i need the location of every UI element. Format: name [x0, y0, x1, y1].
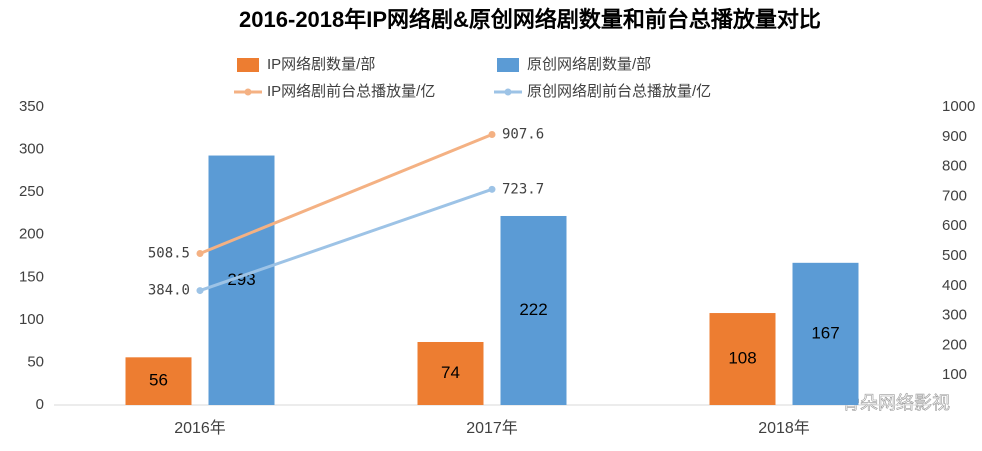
bar	[792, 262, 859, 405]
y2-tick-label: 700	[942, 187, 967, 204]
y-tick-label: 100	[19, 311, 44, 328]
legend-label: IP网络剧数量/部	[267, 56, 375, 73]
y2-tick-label: 500	[942, 247, 967, 264]
x-tick-label: 2016年	[174, 419, 226, 437]
y-tick-label: 250	[19, 183, 44, 200]
line-marker	[488, 131, 496, 139]
line-value-label: 384.0	[148, 283, 190, 299]
y2-tick-label: 100	[942, 366, 967, 383]
y2-tick-label: 400	[942, 277, 967, 294]
bar	[208, 155, 275, 405]
legend-label: 原创网络剧数量/部	[527, 56, 651, 73]
legend-label: IP网络剧前台总播放量/亿	[267, 83, 435, 100]
line	[199, 187, 493, 292]
line-marker	[488, 185, 496, 193]
bar-value-label: 74	[441, 363, 460, 382]
line-value-label: 508.5	[148, 245, 190, 261]
y-tick-label: 200	[19, 226, 44, 243]
line-marker	[196, 249, 204, 257]
chart-title: 2016-2018年IP网络剧&原创网络剧数量和前台总播放量对比	[239, 7, 821, 32]
legend-marker	[504, 88, 512, 96]
bar-value-label: 108	[728, 349, 756, 368]
bar-value-label: 56	[149, 371, 168, 390]
y-tick-label: 150	[19, 268, 44, 285]
legend-swatch	[497, 58, 519, 72]
line	[199, 133, 493, 255]
line-value-label: 907.6	[502, 127, 544, 143]
y-tick-label: 50	[27, 353, 44, 370]
bar	[709, 313, 776, 405]
bar	[125, 357, 192, 405]
legend-swatch	[237, 58, 259, 72]
legend-label: 原创网络剧前台总播放量/亿	[527, 83, 711, 100]
x-tick-label: 2018年	[758, 419, 810, 437]
y2-tick-label: 900	[942, 128, 967, 145]
watermark: 骨朵网络影视	[842, 393, 950, 413]
legend-marker	[244, 88, 252, 96]
line-value-label: 723.7	[502, 181, 544, 197]
bar-value-label: 167	[811, 323, 839, 342]
y2-tick-label: 600	[942, 217, 967, 234]
x-tick-label: 2017年	[466, 419, 518, 437]
y2-tick-label: 300	[942, 307, 967, 324]
bar	[500, 215, 567, 405]
bar-value-label: 222	[519, 300, 547, 319]
y2-tick-label: 200	[942, 336, 967, 353]
y-tick-label: 300	[19, 141, 44, 158]
y-tick-label: 350	[19, 98, 44, 115]
y2-tick-label: 800	[942, 158, 967, 175]
line-marker	[196, 287, 204, 295]
bar	[417, 341, 484, 405]
y-tick-label: 0	[36, 396, 44, 413]
y2-tick-label: 1000	[942, 98, 975, 115]
